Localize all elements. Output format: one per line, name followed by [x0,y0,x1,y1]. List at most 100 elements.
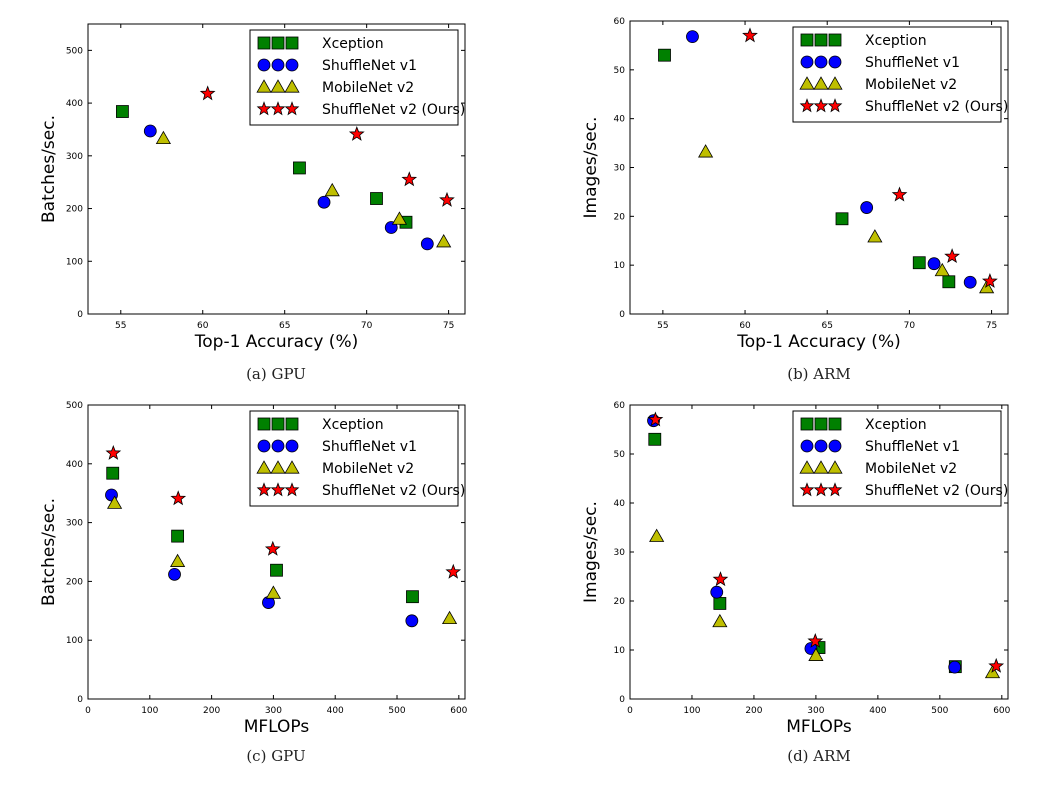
y-tick-label: 10 [614,646,626,656]
data-point [713,597,727,610]
legend-marker [271,58,285,72]
legend-label: MobileNet v2 [322,461,414,477]
series-shufflenet-v2-ours [105,444,462,579]
panel-caption: (c) GPU [246,747,305,765]
series-mobilenet-v2 [649,528,1001,679]
series-shufflenet-v1 [686,30,977,289]
x-tick-label: 500 [388,706,405,716]
legend-marker [799,460,815,474]
series-shufflenet-v2-ours [647,411,1005,673]
legend: Xception ShuffleNet v1 MobileNet v2 Shuffle… [249,29,465,126]
legend-marker [257,58,271,72]
legend-label: ShuffleNet v2 (Ours) [322,102,465,118]
legend-label: Xception [322,36,384,52]
data-point [293,161,306,175]
legend-marker [827,482,843,497]
legend-marker [828,55,842,69]
legend-marker [828,439,842,453]
y-axis-label: Batches/sec. [39,115,59,223]
data-point [658,48,671,62]
legend-label: Xception [322,417,384,433]
data-point [648,432,662,446]
data-point [317,195,331,209]
data-point [927,257,941,271]
x-axis-label: Top-1 Accuracy (%) [736,332,900,352]
series-xception [658,48,956,289]
legend-label: Xception [865,33,927,49]
data-point [835,212,849,226]
data-point [405,614,419,628]
x-tick-label: 65 [821,321,832,331]
legend-marker [814,55,828,69]
legend-marker [256,101,272,116]
legend-marker [270,79,286,93]
x-tick-label: 300 [265,706,282,716]
y-tick-label: 400 [66,460,83,470]
legend-label: ShuffleNet v2 (Ours) [865,483,1008,499]
x-tick-label: 60 [197,321,209,331]
legend-marker [271,36,285,50]
legend-marker [270,482,286,497]
x-tick-label: 600 [450,706,467,716]
y-axis-label: Images/sec. [581,117,601,219]
data-point [942,275,956,289]
x-tick-label: 200 [203,706,220,716]
data-point [170,490,187,506]
legend-label: ShuffleNet v2 (Ours) [865,99,1008,115]
series-shufflenet-v2-ours [199,85,455,207]
data-point [710,585,724,599]
data-point [934,262,950,277]
legend-marker [799,482,815,497]
data-point [712,571,729,587]
x-tick-label: 70 [904,321,916,331]
x-tick-label: 400 [869,706,886,716]
y-tick-label: 30 [614,548,626,558]
legend: Xception ShuffleNet v1 MobileNet v2 Shuffle… [792,410,1008,507]
data-point [439,191,455,207]
data-point [391,211,408,225]
legend: Xception ShuffleNet v1 MobileNet v2 Shuffle… [249,410,465,507]
legend-marker [828,417,842,431]
legend-label: ShuffleNet v2 (Ours) [322,483,465,499]
legend-box [249,410,459,507]
x-tick-label: 0 [627,706,633,716]
legend-marker [256,482,272,497]
series-shufflenet-v2-ours [742,27,998,288]
x-tick-label: 0 [85,706,91,716]
x-tick-label: 65 [279,321,290,331]
y-tick-label: 30 [614,164,626,174]
y-tick-label: 0 [77,310,83,320]
chart-panel-4: 0 100 200 300 400 500 600 0 10 20 30 40 50 60 MFLOPs Im… [581,401,1011,765]
series-shufflenet-v1 [105,488,419,628]
y-tick-label: 60 [614,17,626,27]
legend-marker [257,36,271,50]
legend-marker [271,417,285,431]
data-point [105,444,122,460]
legend-marker [257,439,271,453]
legend-marker [813,98,829,113]
series-shufflenet-v1 [143,124,434,251]
legend-marker [814,33,828,47]
legend-marker [256,79,272,93]
data-point [441,610,458,625]
legend-marker [813,76,829,90]
x-tick-label: 400 [327,706,344,716]
data-point [860,201,874,214]
legend-marker [284,482,300,497]
x-tick-label: 600 [993,706,1010,716]
data-point [912,256,926,270]
data-point [963,275,977,289]
data-point [807,632,824,648]
x-tick-label: 100 [141,706,158,716]
y-tick-label: 40 [614,115,626,125]
chart-panel-1: 55 60 65 70 75 0 100 200 300 400 500 Top-1 Accuracy… [39,23,466,383]
legend-label: Xception [865,417,927,433]
legend-marker [270,101,286,116]
y-tick-label: 20 [614,597,626,607]
legend: Xception ShuffleNet v1 MobileNet v2 Shuffle… [792,26,1008,123]
legend-marker [799,98,815,113]
data-point [712,613,728,628]
series-mobilenet-v2 [698,144,995,294]
y-tick-label: 300 [66,152,83,162]
legend-marker [284,79,300,93]
